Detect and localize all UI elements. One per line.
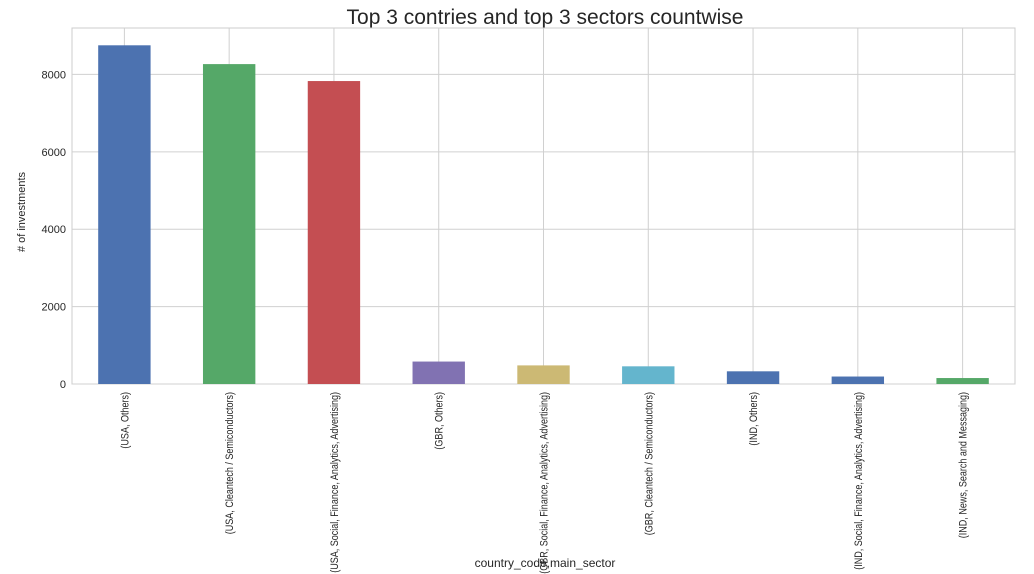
bar-5: [517, 365, 570, 384]
y-tick-label: 2000: [42, 302, 66, 314]
bar-9: [936, 378, 989, 384]
bar-7: [726, 371, 780, 384]
x-axis-label: country_code,main_sector: [475, 556, 616, 570]
bar-3: [307, 81, 361, 384]
x-tick-label: (GBR, Others): [434, 392, 446, 450]
y-tick-label: 0: [60, 379, 66, 391]
bar-2: [202, 64, 256, 385]
y-tick-label: 4000: [42, 224, 66, 236]
bar-1: [98, 45, 151, 384]
bar-8: [831, 376, 885, 384]
x-tick-label: (IND, Social, Finance, Analytics, Advert…: [853, 392, 865, 570]
bar-6: [622, 366, 675, 384]
x-tick-label: (IND, Others): [748, 392, 760, 446]
x-tick-label: (USA, Cleantech / Semiconductors): [224, 392, 236, 534]
y-axis-label: # of investments: [16, 171, 28, 252]
x-tick-label: (IND, News, Search and Messaging): [958, 392, 970, 538]
y-tick-labels: 0 2000 4000 6000 8000: [42, 69, 66, 391]
x-tick-labels: (USA, Others) (USA, Cleantech / Semicondu…: [120, 392, 970, 574]
chart-title: Top 3 contries and top 3 sectors countwi…: [347, 6, 744, 29]
y-tick-label: 8000: [42, 69, 66, 81]
bars: [98, 45, 989, 385]
x-tick-label: (GBR, Cleantech / Semiconductors): [644, 392, 656, 535]
x-tick-label: (USA, Others): [120, 392, 132, 449]
x-tick-label: (GBR, Social, Finance, Analytics, Advert…: [539, 392, 551, 574]
x-tick-label: (USA, Social, Finance, Analytics, Advert…: [329, 392, 341, 573]
bar-4: [412, 361, 465, 384]
y-tick-label: 6000: [42, 147, 66, 159]
